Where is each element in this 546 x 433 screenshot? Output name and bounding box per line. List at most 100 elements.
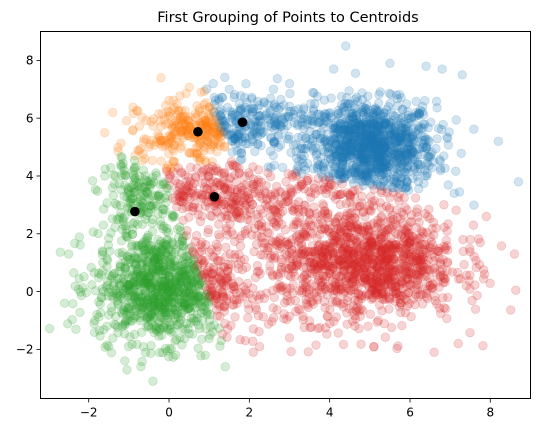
data-point-blue (393, 120, 403, 130)
data-point-orange (194, 154, 205, 164)
data-point-blue (403, 138, 414, 148)
data-point-blue (410, 127, 421, 137)
data-point-blue (393, 163, 403, 174)
data-point-blue (365, 119, 376, 130)
data-point-blue (375, 148, 386, 158)
data-point-blue (241, 79, 251, 89)
data-point-green (116, 159, 126, 170)
data-point-blue (379, 119, 390, 130)
data-point-orange (149, 114, 159, 124)
data-point-blue (319, 165, 329, 175)
data-point-green (220, 362, 230, 372)
data-point-blue (318, 172, 328, 182)
data-point-blue (367, 137, 377, 147)
data-point-blue (359, 108, 369, 118)
data-point-blue (305, 126, 315, 136)
data-point-green (172, 274, 183, 284)
data-point-blue (345, 128, 355, 138)
data-point-blue (373, 125, 384, 135)
data-point-blue (390, 133, 400, 143)
data-point-green (109, 179, 120, 189)
data-point-blue (380, 142, 390, 152)
data-point-blue (389, 129, 400, 139)
data-point-blue (376, 170, 387, 180)
data-point-blue (367, 145, 378, 156)
data-point-blue (356, 147, 367, 157)
data-point-blue (344, 139, 354, 149)
data-point-blue (393, 152, 404, 163)
data-point-blue (358, 137, 369, 148)
data-point-blue (415, 163, 425, 174)
data-point-blue (363, 132, 374, 142)
data-point-blue (415, 159, 426, 170)
data-point-blue (437, 64, 447, 74)
data-point-blue (365, 147, 375, 157)
data-point-blue (371, 147, 382, 158)
data-point-green (86, 262, 96, 273)
data-point-blue (373, 141, 383, 152)
data-point-red (313, 323, 323, 334)
data-point-blue (385, 139, 395, 150)
data-point-blue (376, 155, 387, 165)
data-point-blue (331, 151, 341, 162)
data-point-red (339, 264, 349, 274)
data-point-red (402, 261, 412, 271)
data-point-blue (359, 145, 369, 155)
data-point-blue (329, 135, 339, 146)
data-point-blue (370, 175, 380, 186)
data-point-blue (421, 142, 431, 152)
data-point-blue (345, 157, 355, 168)
data-point-blue (360, 159, 371, 169)
data-point-blue (377, 151, 388, 161)
data-point-blue (362, 171, 372, 181)
data-point-blue (356, 120, 366, 131)
data-point-red (195, 216, 206, 227)
data-point-blue (317, 111, 327, 121)
data-point-red (400, 294, 410, 304)
data-point-blue (352, 107, 362, 118)
data-point-blue (337, 128, 347, 138)
data-point-green (129, 258, 139, 269)
data-point-blue (409, 137, 419, 147)
data-point-red (427, 240, 438, 250)
data-point-red (201, 240, 211, 250)
data-point-blue (396, 122, 407, 132)
data-point-blue (335, 144, 346, 154)
data-point-red (331, 312, 342, 322)
data-point-blue (335, 168, 346, 178)
data-point-red (410, 193, 421, 203)
data-point-blue (368, 112, 378, 122)
data-point-blue (335, 129, 346, 140)
data-point-blue (361, 138, 371, 148)
data-point-red (430, 291, 440, 301)
data-point-blue (335, 111, 345, 121)
data-point-blue (358, 154, 369, 165)
data-point-blue (408, 147, 418, 157)
data-point-blue (407, 137, 418, 148)
data-point-blue (327, 159, 337, 169)
data-point-red (473, 234, 484, 244)
y-tick-label: −2 (16, 343, 34, 357)
data-point-red (280, 191, 291, 201)
data-point-red (299, 322, 309, 333)
data-point-blue (390, 150, 401, 161)
data-point-blue (373, 134, 383, 144)
data-point-red (385, 251, 395, 261)
data-point-red (240, 336, 251, 346)
data-point-blue (235, 103, 245, 114)
data-point-red (347, 277, 358, 287)
data-point-blue (313, 118, 323, 128)
data-point-red (461, 281, 471, 291)
data-point-blue (410, 162, 420, 173)
data-point-blue (310, 99, 320, 109)
data-point-blue (349, 131, 359, 141)
data-point-blue (378, 118, 388, 129)
data-point-red (204, 203, 215, 213)
data-point-blue (335, 159, 346, 169)
data-point-blue (350, 129, 360, 139)
data-point-red (287, 262, 297, 272)
data-point-green (98, 266, 108, 276)
data-point-blue (379, 160, 390, 170)
data-point-blue (335, 124, 346, 134)
data-point-blue (335, 133, 345, 144)
